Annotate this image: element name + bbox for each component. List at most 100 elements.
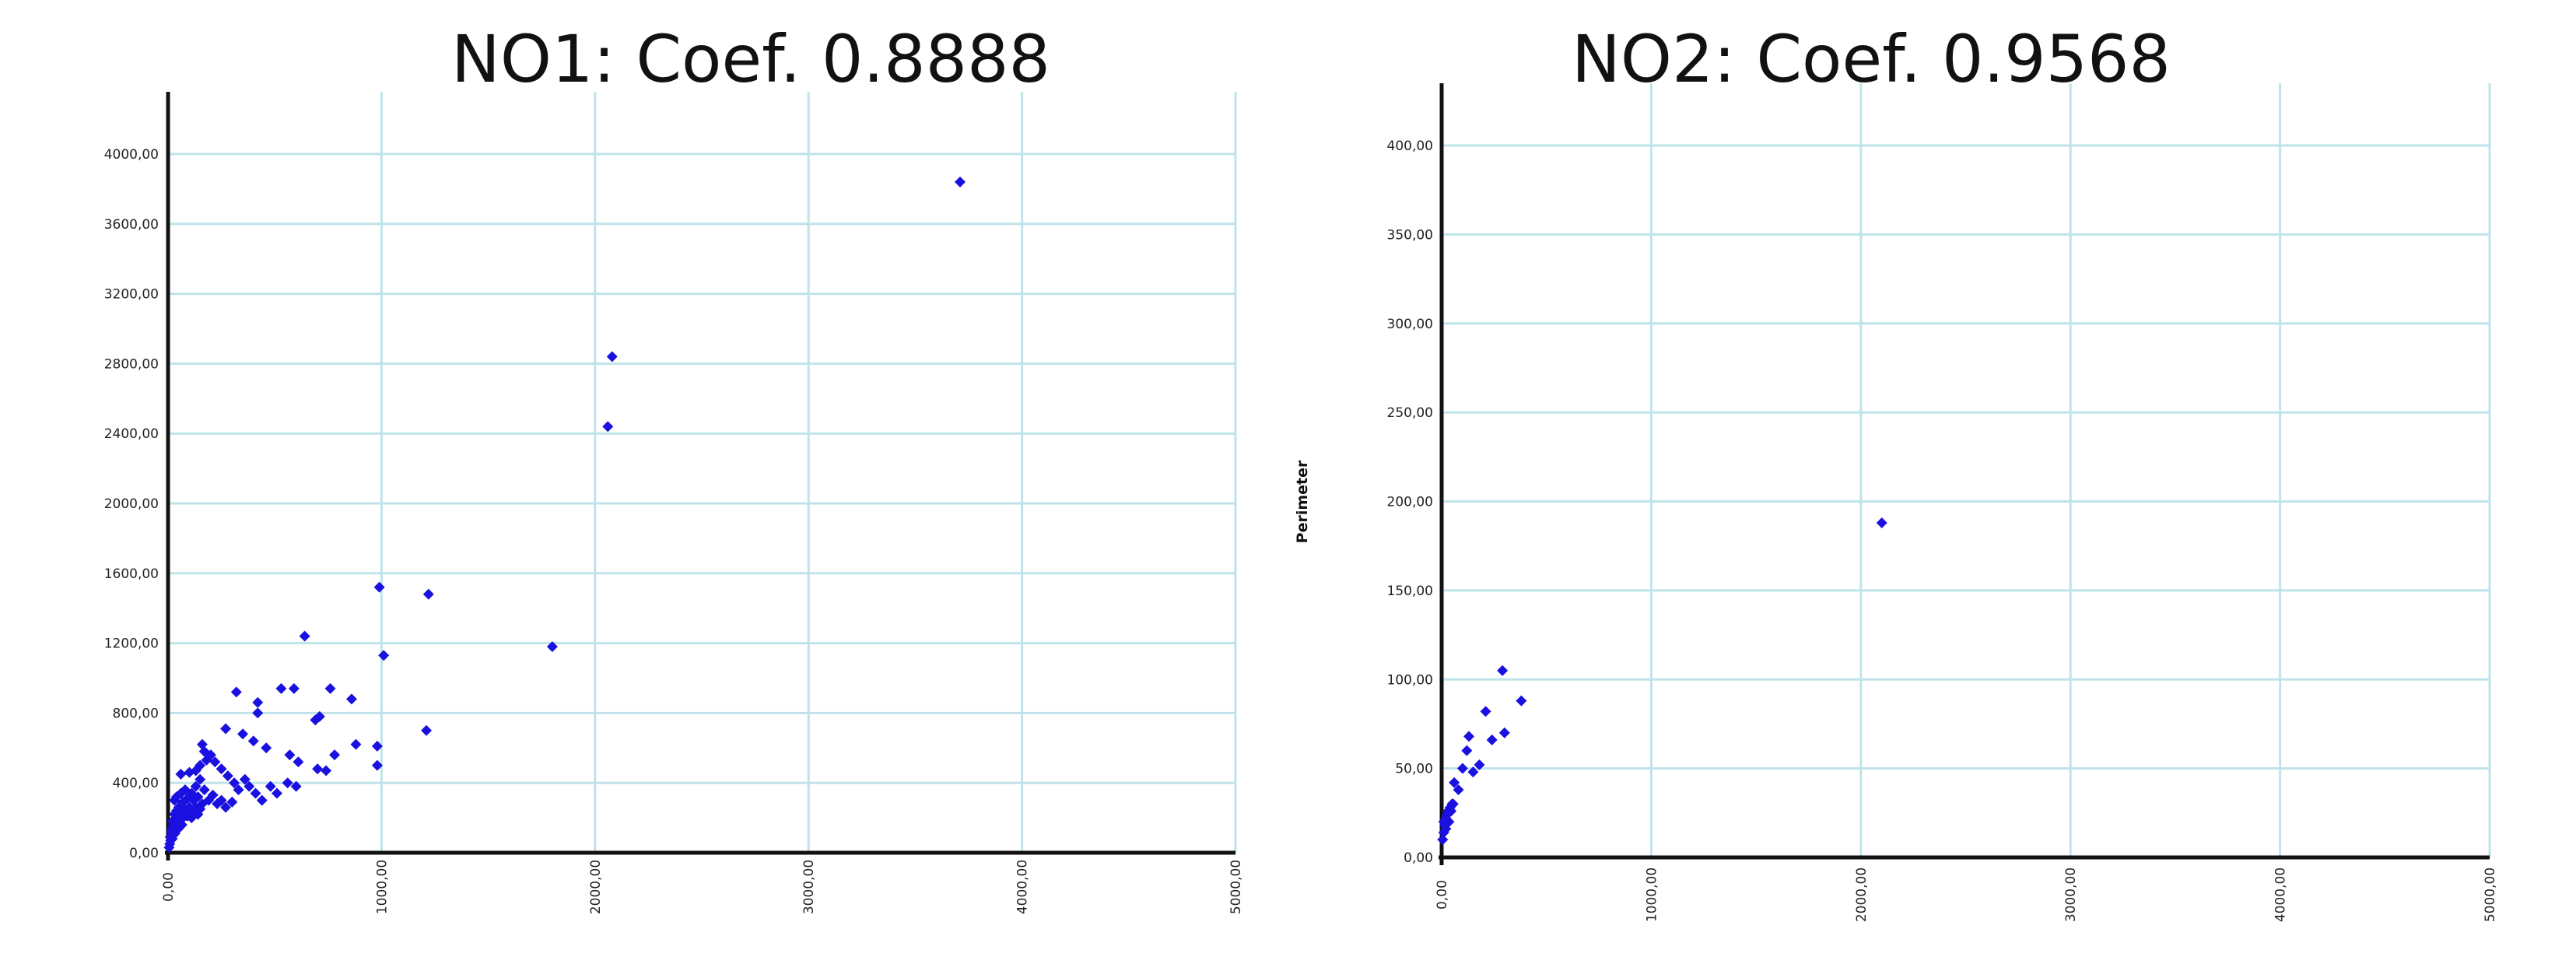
y-tick-label: 50,00 <box>1395 762 1433 777</box>
data-point <box>1474 759 1485 771</box>
x-tick-label: 2000,00 <box>588 860 604 914</box>
data-point <box>284 749 296 761</box>
data-point <box>293 756 304 768</box>
data-point <box>373 581 385 593</box>
y-tick-label: 3600,00 <box>104 217 159 233</box>
data-point <box>1438 816 1449 828</box>
data-point <box>290 780 302 792</box>
y-tick-label: 0,00 <box>1404 850 1433 866</box>
data-point <box>350 738 362 750</box>
y-axis-label: Perimeter <box>1294 460 1311 543</box>
data-point <box>177 812 189 824</box>
data-point <box>195 759 206 771</box>
data-point <box>1480 706 1491 717</box>
scatter-plot: 0,00 400,00 800,00 1200,00 1600,00 2000,00 240… <box>104 92 1244 914</box>
y-tick-label: 1200,00 <box>104 636 159 652</box>
data-point <box>1467 766 1479 778</box>
data-point <box>226 796 238 808</box>
y-tick-label: 2400,00 <box>104 426 159 442</box>
data-point <box>239 773 251 785</box>
data-point <box>1437 834 1449 846</box>
x-tick-label: 2000,00 <box>1854 868 1870 922</box>
data-point <box>233 784 244 796</box>
data-point <box>378 650 390 661</box>
x-tick-label: 0,00 <box>161 872 177 902</box>
chart-title: NO2: Coef. 0.9568 <box>1572 21 2171 97</box>
data-point <box>1456 762 1468 774</box>
chart-panel-no2: NO2: Coef. 0.9568 0,00 50,00 100,00 150,00 2… <box>1260 0 2576 978</box>
x-tick-label: 5000,00 <box>1228 860 1244 914</box>
chart-panel-no1: NO1: Coef. 0.8888 0,00 400,00 800,00 1200,0… <box>0 0 1260 978</box>
data-point <box>1447 798 1459 810</box>
data-point <box>250 787 261 799</box>
data-point <box>1461 745 1473 756</box>
data-point <box>324 682 336 694</box>
x-tick-label: 1000,00 <box>1644 868 1660 922</box>
data-point <box>312 763 324 775</box>
data-point <box>195 803 206 815</box>
data-point <box>371 759 383 771</box>
x-tick-label: 5000,00 <box>2483 868 2498 922</box>
data-point <box>244 780 255 792</box>
y-tick-label: 200,00 <box>1387 495 1433 510</box>
data-point <box>252 696 264 708</box>
data-point <box>321 765 332 776</box>
data-point <box>1498 727 1510 738</box>
y-tick-label: 150,00 <box>1387 584 1433 599</box>
data-point <box>288 682 300 694</box>
data-point <box>310 714 321 726</box>
data-point <box>170 791 182 803</box>
y-tick-label: 1600,00 <box>104 566 159 582</box>
data-point <box>1446 805 1457 817</box>
data-point <box>216 763 227 775</box>
data-point <box>1453 784 1464 796</box>
x-tick-label: 4000,00 <box>2273 868 2289 922</box>
chart-title: NO1: Coef. 0.8888 <box>451 21 1050 97</box>
data-point <box>220 723 232 734</box>
y-tick-label: 2800,00 <box>104 356 159 372</box>
y-tick-label: 3200,00 <box>104 287 159 303</box>
data-point <box>265 780 276 792</box>
data-point <box>422 588 434 600</box>
y-tick-label: 400,00 <box>1387 138 1433 154</box>
data-point <box>1463 731 1475 742</box>
y-tick-label: 2000,00 <box>104 496 159 512</box>
x-tick-label: 4000,00 <box>1015 860 1031 914</box>
data-point <box>1486 734 1498 746</box>
y-tick-label: 300,00 <box>1387 317 1433 332</box>
x-tick-label: 3000,00 <box>2063 868 2079 922</box>
y-tick-label: 0,00 <box>129 846 159 861</box>
data-point <box>207 789 219 801</box>
data-point <box>299 630 310 642</box>
y-tick-label: 350,00 <box>1387 227 1433 243</box>
data-point <box>220 801 232 813</box>
scatter-plot: 0,00 50,00 100,00 150,00 200,00 250,00 300,00 3… <box>1294 83 2498 922</box>
data-point <box>421 724 433 736</box>
y-tick-label: 250,00 <box>1387 405 1433 421</box>
y-tick-label: 100,00 <box>1387 672 1433 688</box>
data-point <box>546 641 558 653</box>
data-point <box>1497 664 1509 676</box>
data-point <box>198 784 210 796</box>
data-point <box>252 707 264 719</box>
data-point <box>205 749 216 761</box>
data-point <box>186 787 198 799</box>
data-point <box>261 742 272 754</box>
data-point <box>175 768 187 780</box>
data-point <box>209 756 221 768</box>
data-point <box>170 821 182 833</box>
data-point <box>1449 776 1460 788</box>
x-tick-label: 3000,00 <box>801 860 817 914</box>
data-point <box>271 787 282 799</box>
data-point <box>222 770 233 782</box>
data-point <box>256 794 268 806</box>
data-point <box>190 780 202 792</box>
data-point <box>216 794 227 806</box>
y-tick-label: 4000,00 <box>104 147 159 163</box>
x-tick-label: 1000,00 <box>374 860 390 914</box>
data-point <box>229 777 240 789</box>
data-point <box>192 791 204 803</box>
y-tick-label: 400,00 <box>113 776 159 791</box>
data-point <box>1440 823 1452 835</box>
data-point <box>275 682 287 694</box>
